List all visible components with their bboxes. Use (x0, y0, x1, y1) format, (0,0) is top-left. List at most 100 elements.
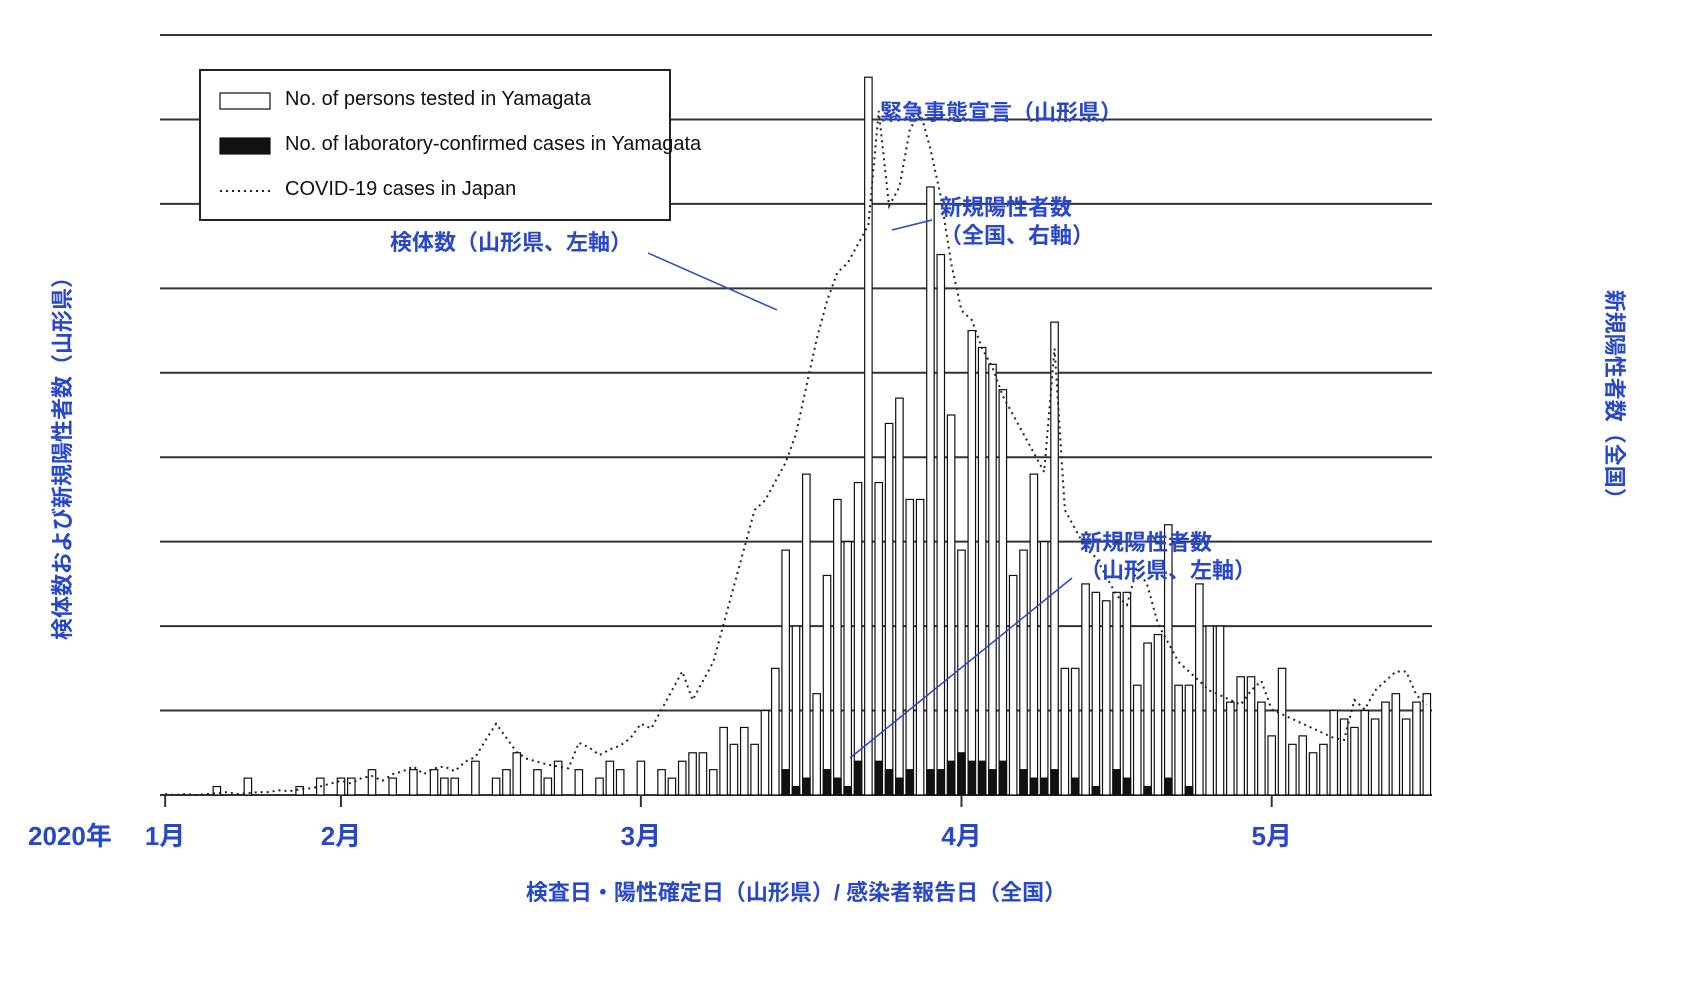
annotation-text: 緊急事態宣言（山形県） (880, 100, 1122, 125)
bar-confirmed (1051, 770, 1058, 795)
bar-confirmed (989, 770, 996, 795)
bar-tested (741, 727, 748, 795)
annotation-text: 新規陽性者数 (940, 195, 1072, 220)
y-axis-right-label: 新規陽性者数（全国） (1602, 290, 1627, 510)
bar-confirmed (1040, 778, 1047, 795)
bar-confirmed (844, 787, 851, 795)
bar-tested (730, 744, 737, 795)
bar-confirmed (1185, 787, 1192, 795)
bar-tested (699, 753, 706, 795)
bar-tested (1103, 601, 1110, 795)
bar-tested (1320, 744, 1327, 795)
bar-tested (834, 499, 841, 795)
bar-confirmed (937, 770, 944, 795)
legend-label: No. of laboratory-confirmed cases in Yam… (285, 133, 702, 155)
svg-text:3月: 3月 (621, 821, 661, 851)
bar-tested (1113, 592, 1120, 795)
bar-tested (1382, 702, 1389, 795)
bar-tested (451, 778, 458, 795)
legend-label: No. of persons tested in Yamagata (285, 88, 592, 110)
bar-tested (503, 770, 510, 795)
bar-tested (1309, 753, 1316, 795)
bar-tested (720, 727, 727, 795)
bar-tested (606, 761, 613, 795)
bar-confirmed (958, 753, 965, 795)
bar-tested (1196, 584, 1203, 795)
bar-tested (1134, 685, 1141, 795)
annotation-leader (892, 220, 932, 230)
bar-tested (1330, 711, 1337, 795)
legend-label: COVID-19 cases in Japan (285, 178, 516, 200)
bar-confirmed (978, 761, 985, 795)
bar-tested (596, 778, 603, 795)
bar-confirmed (947, 761, 954, 795)
bar-tested (803, 474, 810, 795)
svg-text:2020年: 2020年 (28, 821, 112, 851)
bar-tested (1020, 550, 1027, 795)
bar-tested (389, 778, 396, 795)
bar-tested (1413, 702, 1420, 795)
bar-confirmed (1144, 787, 1151, 795)
bar-tested (1154, 635, 1161, 795)
bar-tested (410, 770, 417, 795)
bar-tested (1061, 668, 1068, 795)
legend-swatch-confirmed (220, 138, 270, 154)
bar-tested (782, 550, 789, 795)
bar-tested (751, 744, 758, 795)
bar-tested (906, 499, 913, 795)
bar-tested (1361, 711, 1368, 795)
bar-tested (534, 770, 541, 795)
bar-tested (658, 770, 665, 795)
bar-tested (865, 77, 872, 795)
bar-tested (927, 187, 934, 795)
svg-text:2月: 2月 (321, 821, 361, 851)
bar-tested (1009, 575, 1016, 795)
annotation-text: （山形県、左軸） (1080, 558, 1256, 583)
bar-confirmed (803, 778, 810, 795)
bar-confirmed (1165, 778, 1172, 795)
bar-confirmed (1071, 778, 1078, 795)
x-axis-label: 検査日・陽性確定日（山形県）/ 感染者報告日（全国） (526, 880, 1066, 905)
bar-tested (896, 398, 903, 795)
bar-tested (1278, 668, 1285, 795)
chart-svg: 1月2月3月4月5月2020年検査日・陽性確定日（山形県）/ 感染者報告日（全国… (0, 0, 1699, 987)
bar-tested (1392, 694, 1399, 795)
bar-confirmed (896, 778, 903, 795)
bar-tested (513, 753, 520, 795)
bar-confirmed (782, 770, 789, 795)
bar-tested (1258, 702, 1265, 795)
bar-tested (689, 753, 696, 795)
bar-tested (1299, 736, 1306, 795)
bar-tested (544, 778, 551, 795)
bar-tested (1092, 592, 1099, 795)
svg-text:1月: 1月 (145, 821, 185, 851)
bar-tested (1051, 322, 1058, 795)
bar-tested (1289, 744, 1296, 795)
bar-confirmed (823, 770, 830, 795)
bar-tested (885, 423, 892, 795)
bar-tested (1071, 668, 1078, 795)
bar-tested (1340, 719, 1347, 795)
bar-tested (1175, 685, 1182, 795)
bar-tested (637, 761, 644, 795)
bar-confirmed (792, 787, 799, 795)
bar-confirmed (1030, 778, 1037, 795)
bar-tested (575, 770, 582, 795)
bar-tested (348, 778, 355, 795)
bar-tested (1237, 677, 1244, 795)
bar-confirmed (854, 761, 861, 795)
bar-tested (668, 778, 675, 795)
bar-tested (441, 778, 448, 795)
bar-confirmed (927, 770, 934, 795)
bar-tested (978, 347, 985, 795)
bar-tested (430, 770, 437, 795)
bar-tested (1351, 727, 1358, 795)
bar-confirmed (1123, 778, 1130, 795)
chart-container: 1月2月3月4月5月2020年検査日・陽性確定日（山形県）/ 感染者報告日（全国… (0, 0, 1699, 987)
bar-confirmed (1113, 770, 1120, 795)
bar-tested (875, 483, 882, 795)
bar-tested (854, 483, 861, 795)
bar-tested (813, 694, 820, 795)
bar-confirmed (999, 761, 1006, 795)
annotation-text: （全国、右軸） (940, 223, 1094, 248)
